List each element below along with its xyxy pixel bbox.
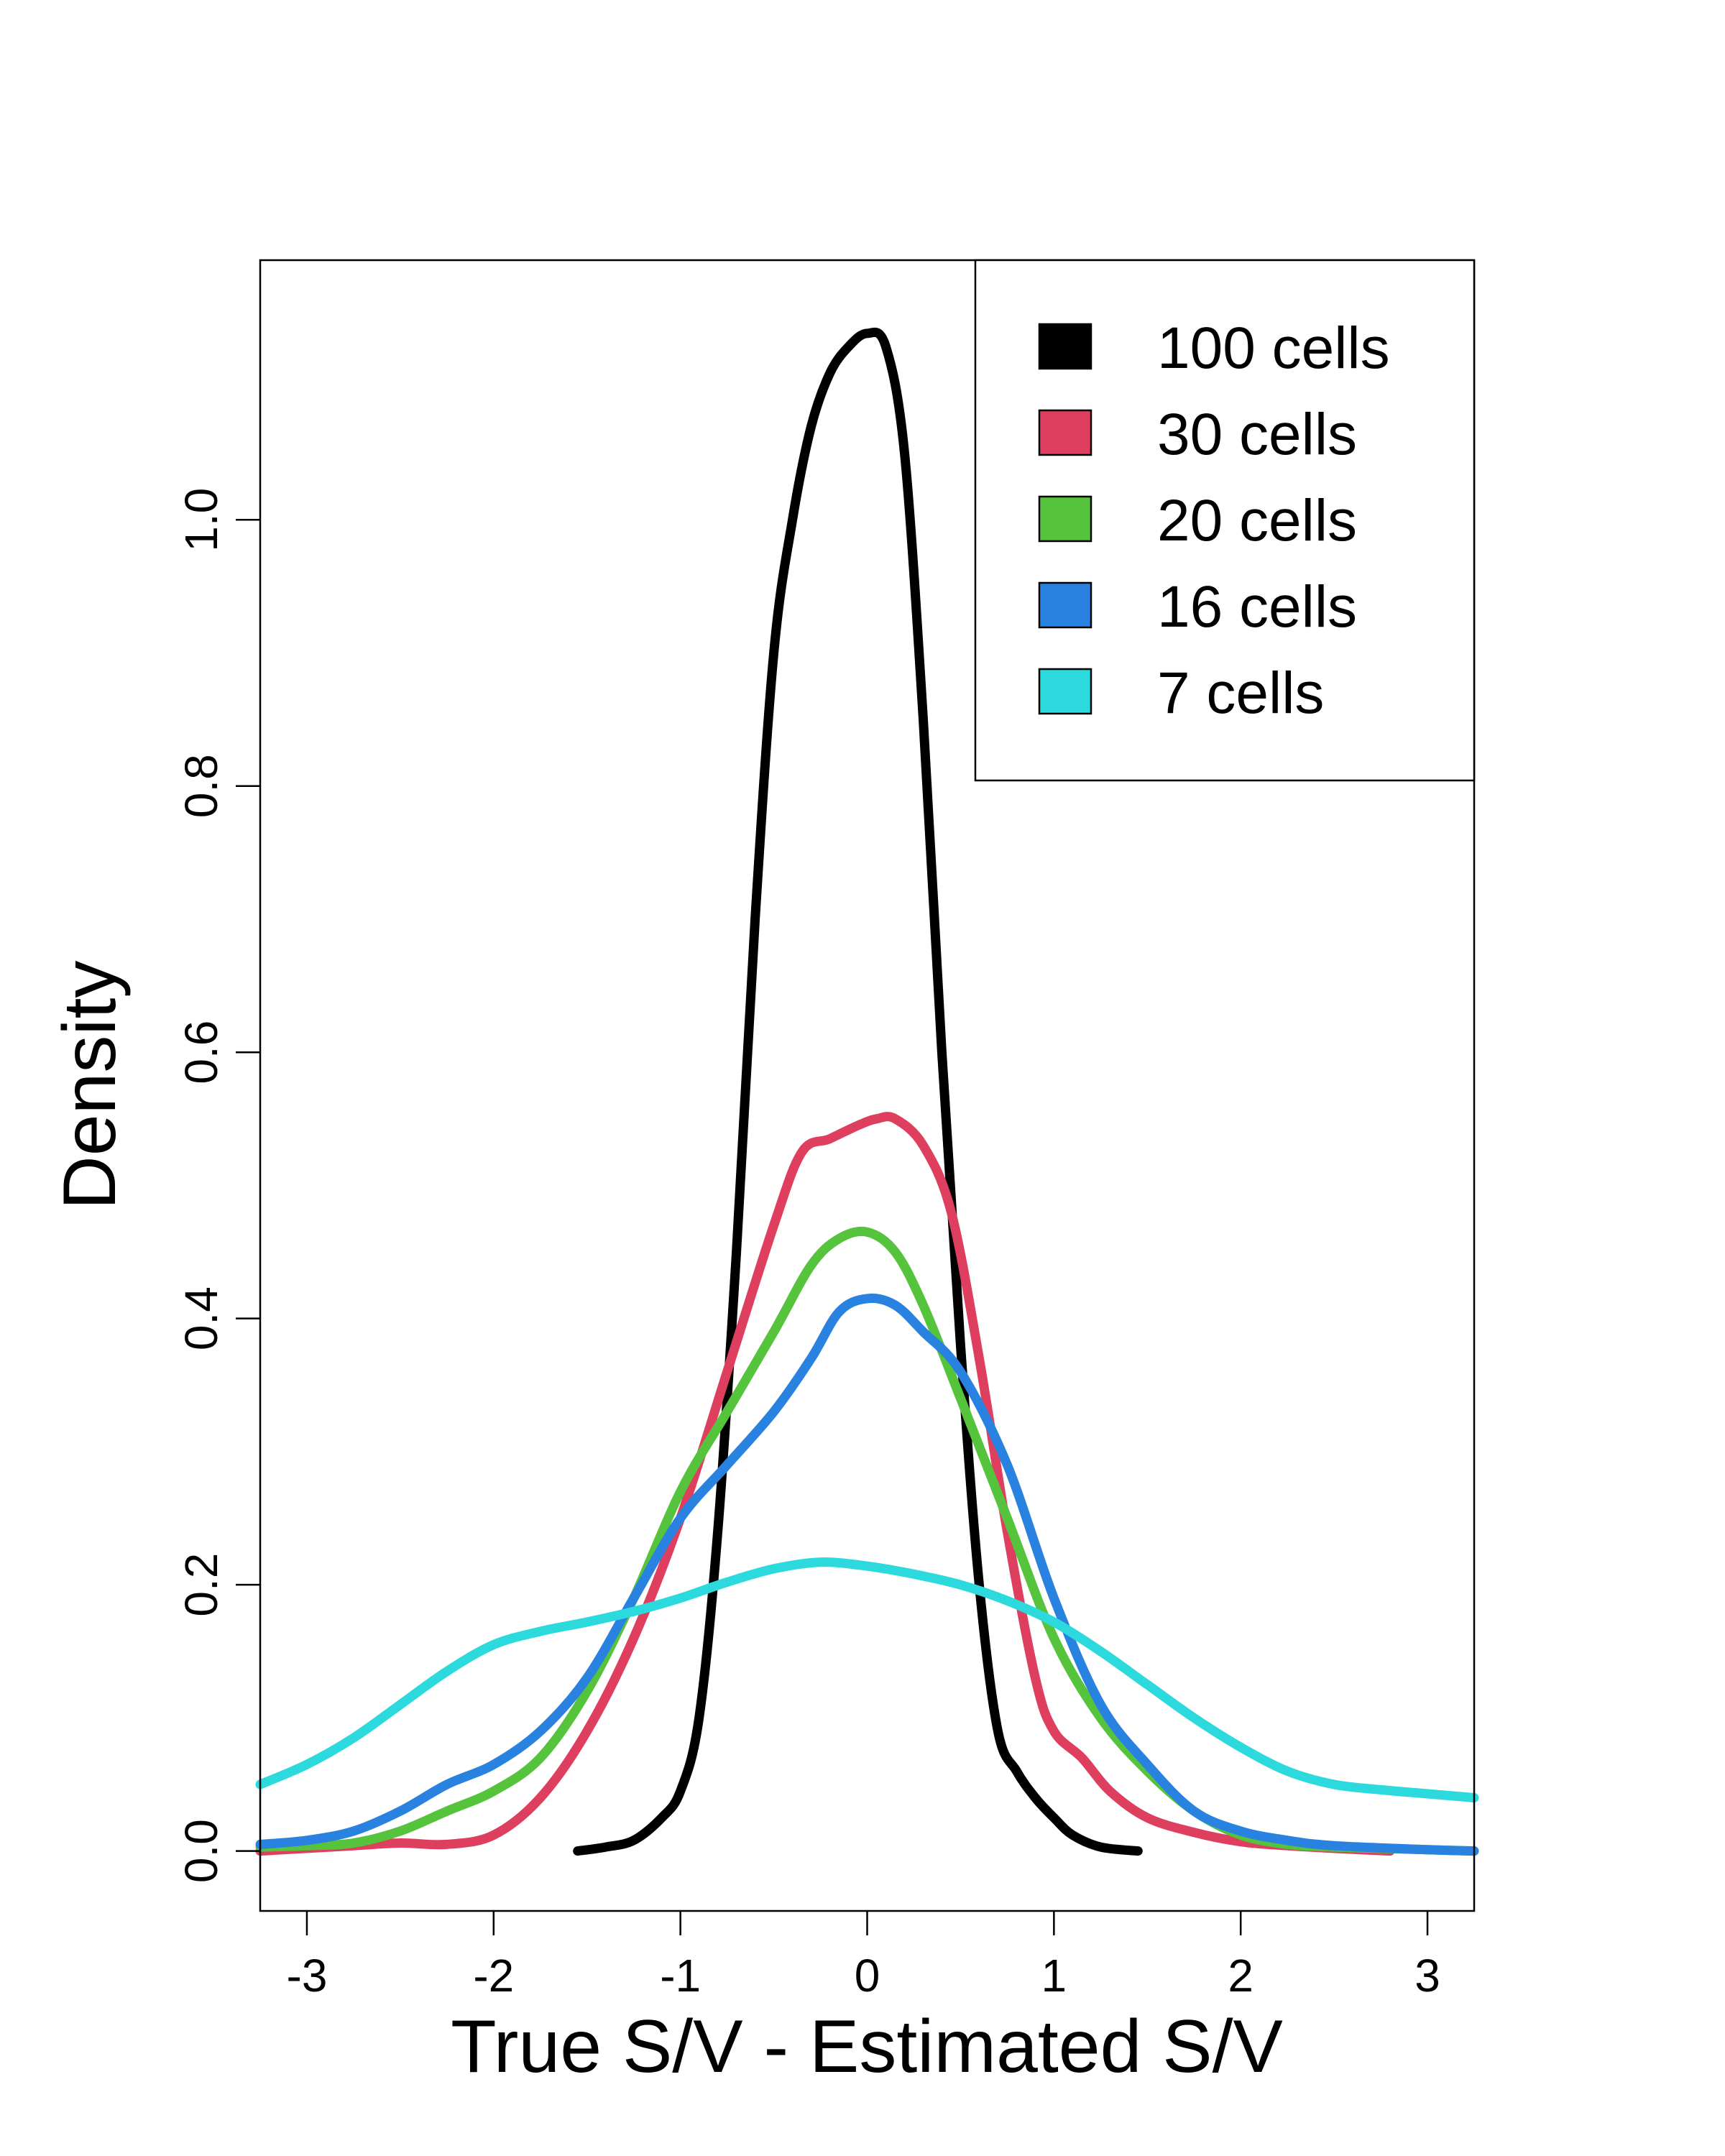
- x-tick-label: -1: [660, 1950, 701, 2001]
- y-tick-label: 0.8: [175, 754, 227, 818]
- x-axis-title: True S/V - Estimated S/V: [451, 2005, 1283, 2088]
- legend-swatch: [1038, 323, 1092, 370]
- x-tick-label: 2: [1228, 1950, 1254, 2001]
- legend-label: 20 cells: [1157, 488, 1357, 553]
- legend-label: 30 cells: [1157, 402, 1357, 467]
- y-tick-label: 0.4: [175, 1286, 227, 1350]
- legend-swatch: [1038, 495, 1092, 543]
- legend-swatch: [1038, 581, 1092, 629]
- legend-label: 7 cells: [1157, 660, 1324, 726]
- legend-swatch: [1038, 409, 1092, 456]
- series-line-0: [573, 327, 1143, 1856]
- y-tick-label: 1.0: [175, 488, 227, 552]
- legend-label: 100 cells: [1157, 315, 1390, 381]
- y-tick-label: 0.2: [175, 1553, 227, 1617]
- y-tick-label: 0.6: [175, 1021, 227, 1084]
- x-tick-label: 0: [855, 1950, 880, 2001]
- x-tick-label: -3: [287, 1950, 328, 2001]
- legend: 100 cells 30 cells 20 cells 16 cells 7 cells: [974, 259, 1476, 782]
- y-axis-title: Density: [48, 961, 132, 1210]
- y-axis: 0.0 0.2 0.4 0.6 0.8 1.0: [175, 488, 260, 1883]
- x-tick-label: -2: [473, 1950, 514, 2001]
- x-tick-label: 1: [1041, 1950, 1067, 2001]
- x-axis: -3 -2 -1 0 1 2 3: [287, 1911, 1440, 2001]
- x-tick-label: 3: [1414, 1950, 1440, 2001]
- series-line-3: [255, 1294, 1479, 1856]
- series-line-1: [255, 1112, 1395, 1856]
- legend-swatch: [1038, 668, 1092, 715]
- series-layer: [255, 327, 1479, 1856]
- y-tick-label: 0.0: [175, 1819, 227, 1883]
- series-line-4: [255, 1557, 1479, 1802]
- legend-label: 16 cells: [1157, 574, 1357, 640]
